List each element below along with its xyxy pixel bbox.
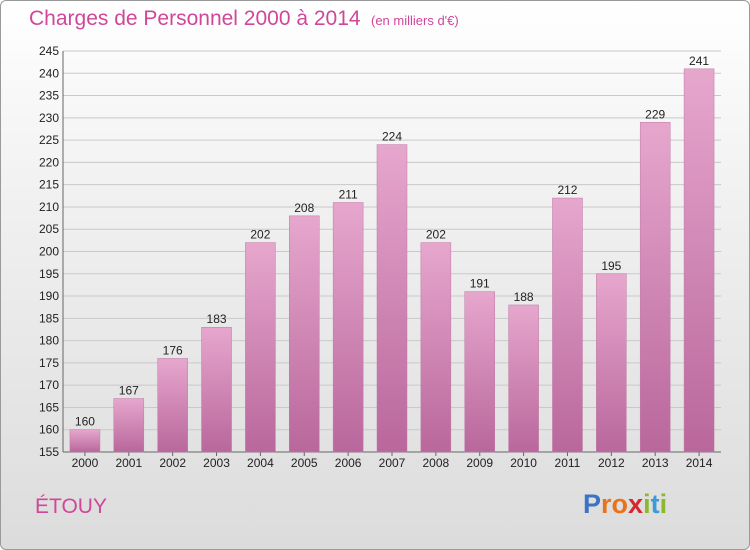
y-tick-label: 220: [39, 155, 59, 169]
proxiti-logo: Proxiti: [583, 489, 667, 520]
y-tick-label: 180: [39, 334, 59, 348]
bar-value-label: 212: [557, 183, 577, 197]
x-tick-label: 2011: [555, 456, 581, 470]
y-tick-label: 205: [39, 222, 59, 236]
bar-value-label: 241: [689, 54, 709, 68]
y-tick-label: 170: [39, 378, 59, 392]
bar: [245, 242, 276, 453]
logo-letter: P: [583, 489, 602, 519]
logo-letter: t: [650, 489, 660, 519]
bars: [69, 68, 715, 453]
bar: [552, 197, 583, 453]
commune-name: ÉTOUY: [35, 495, 107, 518]
y-tick-label: 200: [39, 245, 59, 259]
x-tick-label: 2013: [642, 456, 669, 470]
bar-value-label: 211: [339, 187, 358, 201]
y-tick-label: 155: [39, 445, 59, 459]
logo-letter: o: [611, 489, 629, 519]
y-tick-label: 190: [39, 289, 59, 303]
bar-value-label: 224: [382, 130, 402, 144]
x-tick-label: 2003: [203, 456, 230, 470]
x-tick-label: 2005: [291, 456, 318, 470]
bar: [201, 326, 232, 453]
y-tick-label: 215: [39, 178, 59, 192]
bar: [508, 304, 539, 453]
bar: [683, 68, 715, 453]
y-tick-label: 160: [39, 423, 59, 437]
bar: [113, 398, 145, 453]
logo-letter: x: [628, 489, 644, 519]
y-tick-label: 240: [39, 66, 59, 80]
bar-value-label: 208: [294, 201, 314, 215]
bar: [289, 215, 320, 453]
x-tick-label: 2008: [423, 456, 450, 470]
bar-value-label: 202: [250, 228, 270, 242]
bar-value-label: 160: [75, 415, 95, 429]
x-tick-label: 2007: [379, 456, 406, 470]
bar-value-label: 195: [601, 259, 621, 273]
value-labels: 160 167 176 183 202 208 211 224 202 191 188 212 195 2…: [75, 54, 709, 429]
y-tick-label: 185: [39, 311, 59, 325]
x-tick-label: 2012: [598, 456, 625, 470]
bar: [332, 202, 364, 453]
x-tick-label: 2006: [335, 456, 362, 470]
bar: [639, 122, 671, 453]
x-tick-label: 2002: [159, 456, 186, 470]
y-tick-label: 195: [39, 267, 59, 281]
y-tick-label: 210: [39, 200, 59, 214]
logo-letter: i: [643, 489, 651, 519]
bar-value-label: 176: [163, 343, 183, 357]
x-tick-label: 2014: [686, 456, 713, 470]
logo-letter: r: [601, 489, 612, 519]
bar-value-label: 167: [119, 384, 139, 398]
bar: [157, 358, 188, 453]
logo-letter: i: [659, 489, 668, 519]
tick-labels: 155 160 165 170 175 180 185 190 195 200 205 210 215 2…: [39, 44, 713, 470]
y-tick-label: 225: [39, 133, 59, 147]
y-tick-label: 175: [39, 356, 59, 370]
bar: [69, 429, 101, 453]
y-tick-label: 235: [39, 89, 59, 103]
y-tick-label: 230: [39, 111, 59, 125]
bar-value-label: 229: [645, 107, 665, 121]
y-tick-label: 245: [39, 44, 59, 58]
x-tick-label: 2000: [72, 456, 99, 470]
x-tick-label: 2010: [510, 456, 537, 470]
bar: [376, 144, 408, 453]
chart-subtitle: (en milliers d'€): [371, 13, 459, 28]
bar-value-label: 188: [514, 290, 534, 304]
y-tick-label: 165: [39, 400, 59, 414]
x-tick-label: 2009: [466, 456, 493, 470]
x-tick-label: 2001: [115, 456, 142, 470]
chart-title: Charges de Personnel 2000 à 2014: [29, 7, 361, 30]
bar-value-label: 202: [426, 228, 446, 242]
bar: [596, 273, 627, 453]
bar-value-label: 183: [207, 312, 227, 326]
bar-value-label: 191: [470, 277, 490, 291]
bar: [420, 242, 452, 453]
x-tick-label: 2004: [247, 456, 274, 470]
bar: [464, 291, 495, 453]
